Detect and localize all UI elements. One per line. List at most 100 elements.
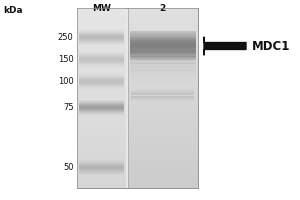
Bar [79,55,124,56]
Bar [79,40,124,41]
Bar [76,152,126,155]
Text: 150: 150 [58,55,74,64]
Bar [128,8,198,188]
Bar [128,95,198,98]
Bar [76,134,126,137]
Bar [79,76,124,77]
Bar [130,51,196,52]
Bar [76,74,126,77]
Bar [79,100,124,101]
Bar [130,100,194,101]
Bar [128,68,198,71]
Bar [79,167,124,168]
Bar [130,67,196,69]
Bar [76,137,126,140]
Bar [79,109,124,110]
Bar [79,174,124,175]
Bar [128,98,198,101]
Bar [76,41,126,44]
Bar [130,55,196,56]
Bar [76,89,126,92]
Text: kDa: kDa [3,6,22,15]
Bar [128,8,198,11]
Bar [76,71,126,74]
Bar [79,78,124,79]
Bar [79,52,124,53]
Bar [128,176,198,179]
Bar [130,76,196,77]
Bar [79,44,124,45]
Bar [128,125,198,128]
Bar [79,103,124,104]
Bar [76,116,126,119]
Bar [76,8,126,188]
Bar [130,90,194,91]
Bar [130,59,196,60]
Bar [76,26,126,29]
Bar [128,32,198,35]
Bar [79,164,124,165]
Bar [128,17,198,20]
Bar [79,56,124,57]
Bar [79,53,124,54]
Bar [76,104,126,107]
Bar [128,182,198,185]
Bar [76,8,126,11]
Bar [79,74,124,75]
Bar [76,20,126,23]
Bar [130,34,196,36]
Bar [76,155,126,158]
Bar [76,161,126,164]
Bar [128,23,198,26]
Bar [79,41,124,42]
Bar [76,143,126,146]
Bar [130,31,196,32]
Bar [79,114,124,115]
Bar [76,50,126,53]
Bar [128,56,198,59]
Bar [79,161,124,162]
Text: MDC1: MDC1 [252,40,290,52]
Text: 2: 2 [160,4,166,13]
Bar [79,39,124,40]
Bar [76,113,126,116]
Bar [130,54,196,55]
Bar [128,50,198,53]
Bar [130,46,196,47]
Bar [130,60,196,62]
Bar [130,39,196,40]
Bar [130,79,196,81]
Bar [130,44,196,45]
Bar [128,41,198,44]
Bar [76,164,126,167]
Bar [128,86,198,89]
Bar [128,128,198,131]
Bar [128,152,198,155]
Bar [79,108,124,109]
Bar [79,61,124,62]
Bar [76,29,126,32]
Bar [79,58,124,59]
Bar [128,104,198,107]
Bar [128,74,198,77]
Bar [130,65,196,67]
Bar [130,92,194,93]
Bar [128,158,198,161]
Bar [128,110,198,113]
Bar [79,104,124,105]
Bar [128,149,198,152]
Bar [79,169,124,170]
Text: 250: 250 [58,33,74,43]
Bar [79,42,124,43]
Bar [76,11,126,14]
Bar [130,72,196,74]
Bar [128,167,198,170]
Bar [128,71,198,74]
Text: 50: 50 [63,164,74,172]
Bar [128,119,198,122]
Bar [130,36,196,37]
Bar [130,77,196,79]
Bar [128,65,198,68]
Bar [130,47,196,48]
Bar [128,77,198,80]
